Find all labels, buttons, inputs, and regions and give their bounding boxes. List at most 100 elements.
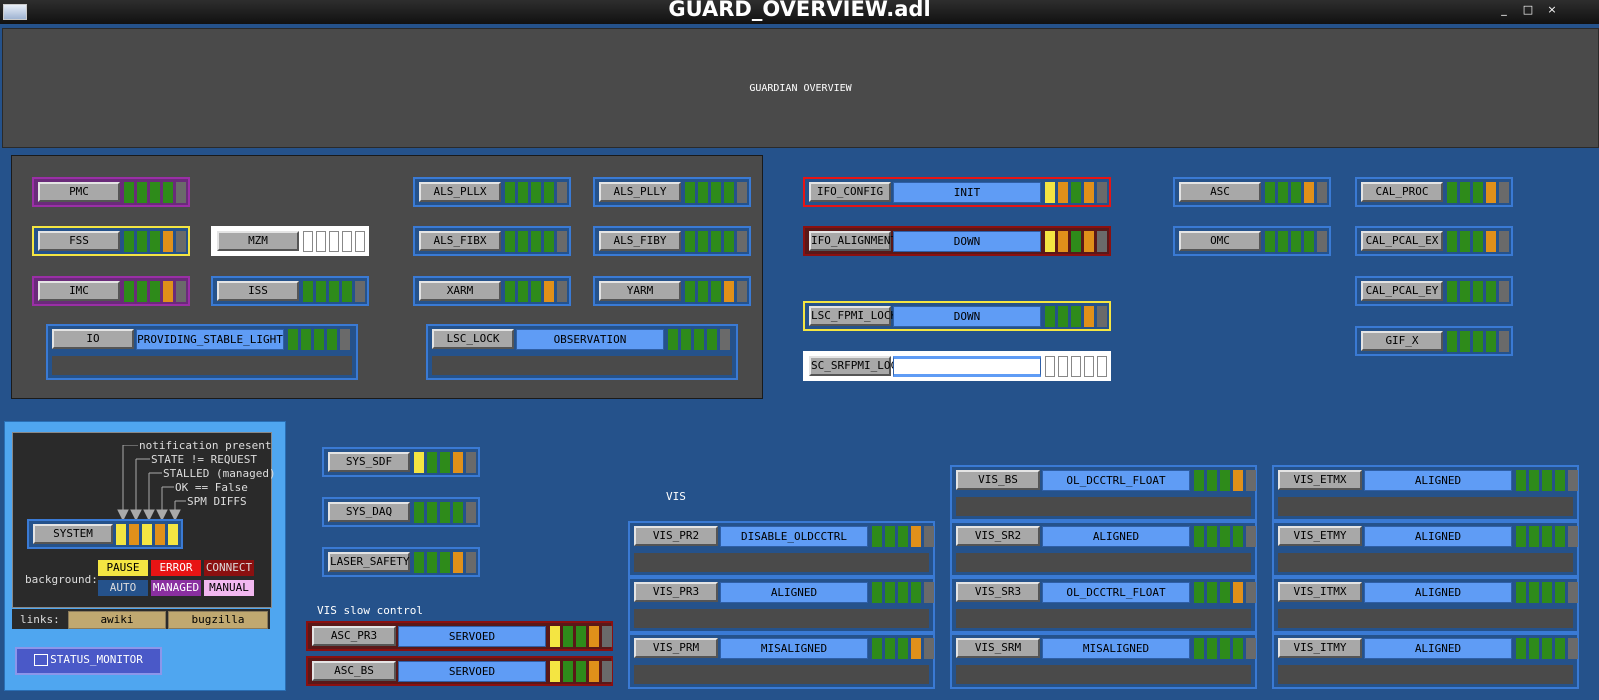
imc-button[interactable]: IMC	[38, 281, 120, 301]
vis-etmy-indicator-5	[1568, 526, 1578, 547]
indicator-stalled	[142, 524, 152, 545]
legend-panel: notification present STATE != REQUEST ST…	[4, 421, 286, 691]
node-sys-daq: SYS_DAQ	[322, 497, 480, 527]
als-pllx-indicators	[505, 182, 570, 203]
sc-srfpmi-loc-button[interactable]: SC_SRFPMI_LOC	[809, 356, 897, 376]
lsc-fpmi-lock-indicators	[1045, 306, 1110, 327]
als-plly-button[interactable]: ALS_PLLY	[599, 182, 681, 202]
vis-itmy-indicator-4	[1555, 638, 1565, 659]
cal-proc-indicator-5	[1499, 182, 1509, 203]
vis-itmy-indicator-1	[1516, 638, 1526, 659]
lsc-lock-button[interactable]: LSC_LOCK	[432, 329, 514, 349]
mzm-indicator-1	[303, 231, 313, 252]
vis-pr2-button[interactable]: VIS_PR2	[634, 526, 718, 546]
als-plly-indicators	[685, 182, 750, 203]
cal-pcal-ex-indicators	[1447, 231, 1512, 252]
yarm-indicator-4	[724, 281, 734, 302]
vis-sr3-button[interactable]: VIS_SR3	[956, 582, 1040, 602]
vis-srm-indicators	[1194, 638, 1259, 659]
vis-sr2-indicator-2	[1207, 526, 1217, 547]
omc-indicator-4	[1304, 231, 1314, 252]
window-menu-icon[interactable]	[3, 4, 27, 20]
ifo-config-indicators	[1045, 182, 1110, 203]
vis-bs-button[interactable]: VIS_BS	[956, 470, 1040, 490]
node-sc-srfpmi-loc: SC_SRFPMI_LOC	[803, 351, 1111, 381]
sys-daq-button[interactable]: SYS_DAQ	[328, 502, 410, 522]
asc-pr3-button[interactable]: ASC_PR3	[312, 626, 396, 646]
mzm-button[interactable]: MZM	[217, 231, 299, 251]
vis-etmx-button[interactable]: VIS_ETMX	[1278, 470, 1362, 490]
vis-sr3-state: OL_DCCTRL_FLOAT	[1042, 582, 1190, 603]
cal-proc-button[interactable]: CAL_PROC	[1361, 182, 1443, 202]
legend-system-button[interactable]: SYSTEM	[33, 524, 113, 544]
vis-sr2-indicators	[1194, 526, 1259, 547]
cal-pcal-ey-button[interactable]: CAL_PCAL_EY	[1361, 281, 1443, 301]
bugzilla-link[interactable]: bugzilla	[168, 611, 268, 629]
vis-pr3-button[interactable]: VIS_PR3	[634, 582, 718, 602]
asc-bs-button[interactable]: ASC_BS	[312, 661, 396, 681]
iss-button[interactable]: ISS	[217, 281, 299, 301]
vis-itmy-indicators	[1516, 638, 1581, 659]
io-button[interactable]: IO	[52, 329, 134, 349]
als-fiby-indicators	[685, 231, 750, 252]
yarm-button[interactable]: YARM	[599, 281, 681, 301]
vis-sr3-indicator-1	[1194, 582, 1204, 603]
cal-pcal-ex-button[interactable]: CAL_PCAL_EX	[1361, 231, 1443, 251]
ifo-alignment-button[interactable]: IFO_ALIGNMENT	[809, 231, 897, 251]
als-plly-indicator-5	[737, 182, 747, 203]
omc-indicator-5	[1317, 231, 1327, 252]
omc-button[interactable]: OMC	[1179, 231, 1261, 251]
als-pllx-button[interactable]: ALS_PLLX	[419, 182, 501, 202]
asc-button[interactable]: ASC	[1179, 182, 1261, 202]
gif-x-button[interactable]: GIF_X	[1361, 331, 1443, 351]
lsc-fpmi-lock-button[interactable]: LSC_FPMI_LOCK	[809, 306, 897, 326]
bg-error: ERROR	[151, 560, 201, 576]
vis-srm-button[interactable]: VIS_SRM	[956, 638, 1040, 658]
xarm-button[interactable]: XARM	[419, 281, 501, 301]
lsc-fpmi-lock-indicator-2	[1058, 306, 1068, 327]
imc-indicator-2	[137, 281, 147, 302]
als-plly-indicator-2	[698, 182, 708, 203]
ifo-config-button[interactable]: IFO_CONFIG	[809, 182, 891, 202]
node-cal-pcal-ey: CAL_PCAL_EY	[1355, 276, 1513, 306]
laser-safety-button[interactable]: LASER_SAFETY	[328, 552, 410, 572]
vis-itmx-message-bar	[1278, 609, 1573, 628]
vis-srm-indicator-5	[1246, 638, 1256, 659]
iss-indicator-3	[329, 281, 339, 302]
io-indicator-1	[288, 329, 298, 350]
cal-pcal-ey-indicator-5	[1499, 281, 1509, 302]
cal-pcal-ex-indicator-4	[1486, 231, 1496, 252]
vis-etmx-message-bar	[1278, 497, 1573, 516]
cal-pcal-ey-indicator-3	[1473, 281, 1483, 302]
pmc-button[interactable]: PMC	[38, 182, 120, 202]
als-fiby-indicator-1	[685, 231, 695, 252]
vis-pr2-message-bar	[634, 553, 929, 572]
vis-etmy-button[interactable]: VIS_ETMY	[1278, 526, 1362, 546]
vis-itmy-button[interactable]: VIS_ITMY	[1278, 638, 1362, 658]
ifo-config-indicator-3	[1071, 182, 1081, 203]
vis-bs-indicators	[1194, 470, 1259, 491]
awiki-link[interactable]: awiki	[68, 611, 166, 629]
vis-sr2-button[interactable]: VIS_SR2	[956, 526, 1040, 546]
vis-bs-indicator-4	[1233, 470, 1243, 491]
close-button[interactable]: ×	[1547, 3, 1557, 16]
maximize-button[interactable]: □	[1522, 3, 1534, 16]
page-title: GUARDIAN OVERVIEW	[749, 83, 852, 94]
status-monitor-button[interactable]: STATUS_MONITOR	[15, 647, 162, 675]
vis-pr3-indicators	[872, 582, 937, 603]
bg-manual: MANUAL	[204, 580, 254, 596]
asc-bs-state: SERVOED	[398, 661, 546, 682]
laser-safety-indicator-5	[466, 552, 476, 573]
vis-pr2-indicator-5	[924, 526, 934, 547]
node-yarm: YARM	[593, 276, 751, 306]
vis-prm-button[interactable]: VIS_PRM	[634, 638, 718, 658]
sys-daq-indicator-2	[427, 502, 437, 523]
sys-sdf-button[interactable]: SYS_SDF	[328, 452, 410, 472]
als-fiby-button[interactable]: ALS_FIBY	[599, 231, 681, 251]
als-fibx-button[interactable]: ALS_FIBX	[419, 231, 501, 251]
fss-button[interactable]: FSS	[38, 231, 120, 251]
asc-pr3-indicators	[550, 626, 615, 647]
fss-indicator-4	[163, 231, 173, 252]
minimize-button[interactable]: _	[1501, 3, 1507, 16]
vis-itmx-button[interactable]: VIS_ITMX	[1278, 582, 1362, 602]
